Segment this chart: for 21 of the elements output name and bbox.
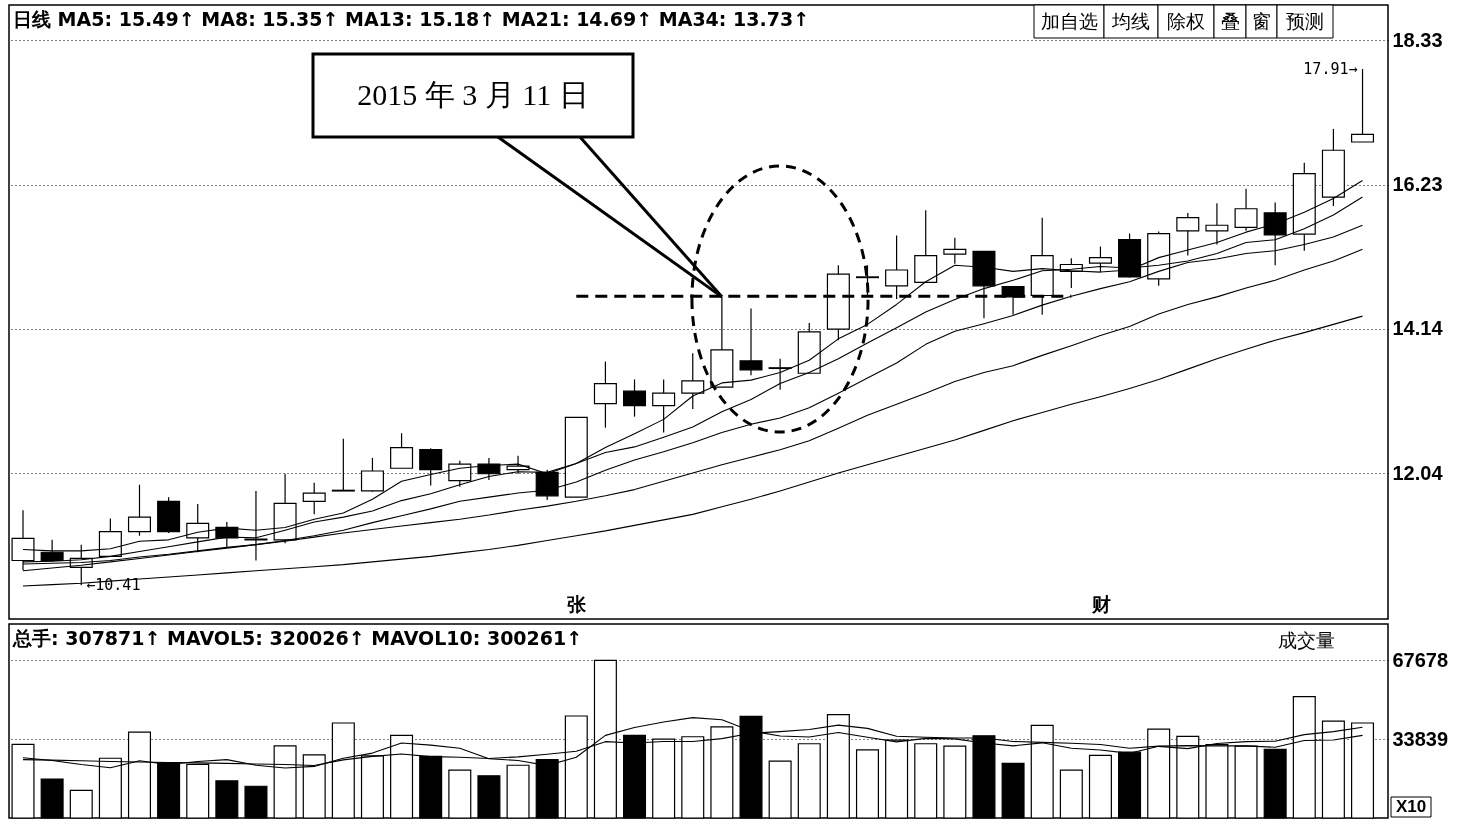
annotation: 加自选 xyxy=(1040,9,1098,32)
annotation: 张 xyxy=(566,593,587,615)
y-tick-label: 16.23 xyxy=(1392,173,1443,196)
annotation: 2015 年 3 月 11 日 xyxy=(357,77,589,111)
annotation: 成交量 xyxy=(1277,629,1335,651)
annotation: 窗 xyxy=(1252,9,1271,32)
y-tick-label: 67678 xyxy=(1392,648,1449,671)
annotation: 17.91→ xyxy=(1303,60,1358,79)
chart-title: 总手: 307871↑ MAVOL5: 320026↑ MAVOL10: 300261↑ xyxy=(12,627,583,649)
y-tick-label: 33839 xyxy=(1392,727,1449,750)
y-tick-label: 18.33 xyxy=(1392,28,1443,51)
annotation: ←10.41 xyxy=(86,576,141,595)
y-tick-label: 12.04 xyxy=(1392,461,1444,484)
annotation: 除权 xyxy=(1167,9,1205,32)
text: X10 xyxy=(1395,797,1427,816)
annotation: 均线 xyxy=(1111,9,1150,32)
annotation: 叠 xyxy=(1220,9,1240,32)
annotation: 预测 xyxy=(1286,9,1324,32)
annotation: 财 xyxy=(1090,593,1111,615)
y-tick-label: 14.14 xyxy=(1392,317,1444,340)
chart-title: 日线 MA5: 15.49↑ MA8: 15.35↑ MA13: 15.18↑ MA21: 14.69↑ MA34: 13.73↑ xyxy=(13,7,810,30)
